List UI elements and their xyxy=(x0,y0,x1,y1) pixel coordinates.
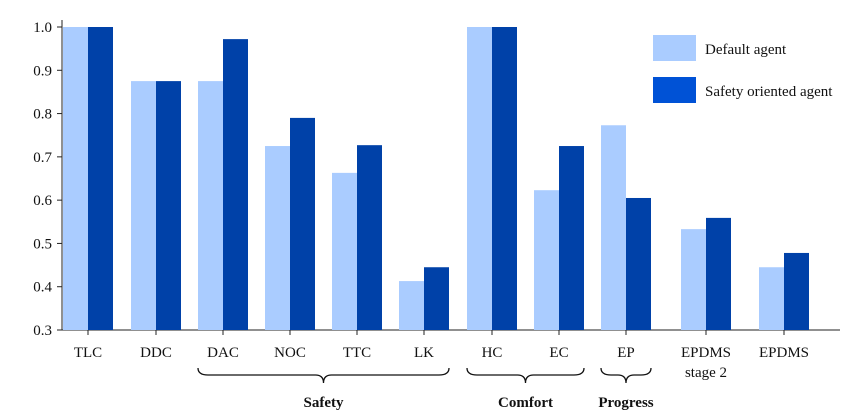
x-tick-label: DAC xyxy=(207,345,239,361)
bar-safety-0 xyxy=(88,27,113,330)
x-tick-label: EP xyxy=(617,345,635,361)
group-label-progress: Progress xyxy=(598,395,653,411)
group-brace-safety xyxy=(197,367,450,384)
bar-safety-4 xyxy=(357,145,382,330)
bar-default-8 xyxy=(601,125,626,330)
y-tick-label: 0.4 xyxy=(33,280,52,296)
bar-safety-3 xyxy=(290,117,315,331)
bar-default-6 xyxy=(467,27,492,330)
bar-default-5 xyxy=(399,281,424,330)
x-tick-label: DDC xyxy=(140,345,172,361)
bar-default-0 xyxy=(63,27,88,330)
bar-safety-1 xyxy=(156,81,181,330)
bar-safety-10 xyxy=(784,252,809,330)
x-tick-label: NOC xyxy=(274,345,306,361)
bar-default-1 xyxy=(131,81,156,330)
x-tick-label: LK xyxy=(414,345,434,361)
legend: Default agent Safety oriented agent xyxy=(653,35,833,103)
y-tick-label: 0.7 xyxy=(33,150,52,166)
x-tick-label: EC xyxy=(549,345,568,361)
x-tick-label: TTC xyxy=(343,345,371,361)
legend-label-1: Safety oriented agent xyxy=(705,84,833,100)
bar-default-3 xyxy=(265,146,290,330)
x-tick-label: EPDMS xyxy=(759,345,809,361)
bar-safety-5 xyxy=(424,267,449,330)
y-tick-label: 0.9 xyxy=(33,63,52,79)
x-tick-label: TLC xyxy=(74,345,102,361)
y-tick-label: 0.6 xyxy=(33,193,52,209)
y-tick-label: 1.0 xyxy=(33,20,52,36)
bar-safety-2 xyxy=(223,39,248,331)
y-tick-label: 0.3 xyxy=(33,323,52,339)
legend-swatch-1 xyxy=(653,77,696,103)
bar-default-7 xyxy=(534,190,559,330)
bar-default-4 xyxy=(332,172,357,330)
y-tick-label: 0.8 xyxy=(33,107,52,123)
group-label-safety: Safety xyxy=(304,395,344,411)
bar-default-10 xyxy=(759,267,784,330)
legend-swatch-0 xyxy=(653,35,696,61)
bar-safety-7 xyxy=(559,146,584,330)
x-tick-label: EPDMS stage 2 xyxy=(681,345,731,381)
group-brace-progress xyxy=(600,367,652,384)
bar-default-2 xyxy=(198,81,223,330)
group-brace-comfort xyxy=(466,367,585,384)
bar-safety-9 xyxy=(706,217,731,330)
group-label-comfort: Comfort xyxy=(498,395,553,411)
x-tick-label: HC xyxy=(482,345,503,361)
bar-default-9 xyxy=(681,229,706,330)
bar-safety-8 xyxy=(626,197,651,330)
legend-label-0: Default agent xyxy=(705,42,787,58)
bar-safety-6 xyxy=(492,27,517,330)
y-tick-label: 0.5 xyxy=(33,236,52,252)
